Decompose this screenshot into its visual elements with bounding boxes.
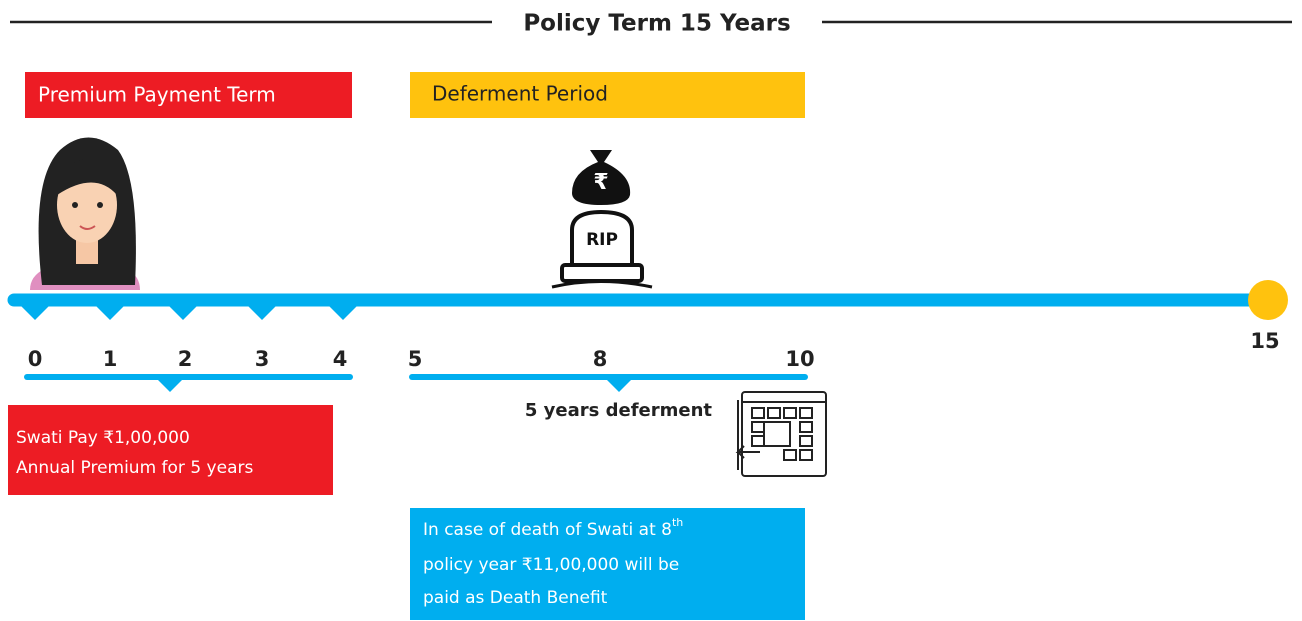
tick-pointers — [21, 306, 357, 320]
band-label: Premium Payment Term — [38, 83, 276, 107]
premium-note: Annual Premium for 5 years — [16, 458, 253, 478]
title: Policy Term 15 Years — [523, 11, 790, 37]
range-pointer — [607, 380, 631, 392]
calendar-icon — [735, 391, 827, 477]
tick-label: 8 — [593, 347, 608, 371]
money-bag-icon: ₹ — [572, 150, 631, 205]
tick-label: 15 — [1250, 329, 1279, 353]
tomb-text: RIP — [586, 230, 618, 250]
tick-label: 10 — [785, 347, 814, 371]
death-note: policy year ₹11,00,000 will be — [423, 555, 679, 575]
premium-note: Swati Pay ₹1,00,000 — [16, 428, 190, 448]
death-note-text: In case of death of Swati at 8 — [423, 520, 672, 540]
death-note: In case of death of Swati at 8th — [423, 516, 683, 540]
band — [25, 72, 352, 118]
tick-label: 2 — [178, 347, 193, 371]
premium-note-box — [8, 405, 333, 495]
tick-label: 3 — [255, 347, 270, 371]
tick-label: 4 — [333, 347, 348, 371]
deferment-label: 5 years deferment — [525, 400, 713, 421]
bag-symbol: ₹ — [593, 170, 608, 195]
woman-icon — [30, 137, 140, 290]
range-pointer — [158, 380, 182, 392]
tick-label: 0 — [28, 347, 43, 371]
tick-label: 5 — [408, 347, 423, 371]
death-note: paid as Death Benefit — [423, 588, 608, 608]
tick-label: 1 — [103, 347, 118, 371]
death-note-sup: th — [672, 516, 683, 529]
death-note-box — [410, 508, 805, 620]
tombstone-icon: RIP — [551, 209, 653, 289]
band — [410, 72, 805, 118]
timeline-end — [1248, 280, 1288, 320]
band-label: Deferment Period — [432, 82, 608, 106]
